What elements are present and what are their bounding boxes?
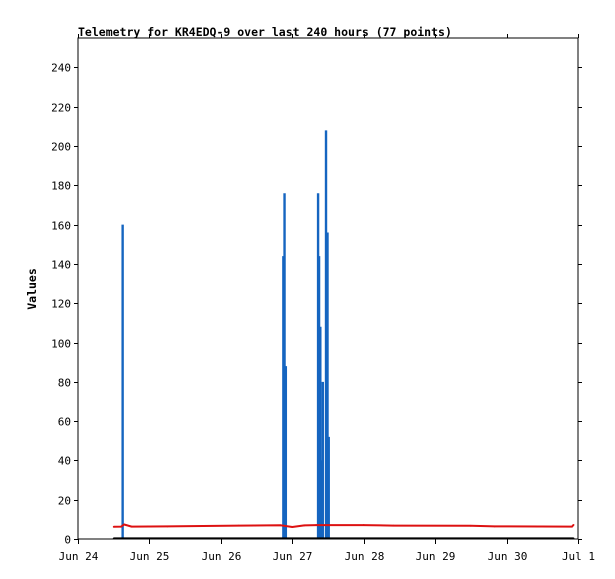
axes: 0 20 40 60 80 100 120 140 160 180 200 220 240 Jun 24 J… xyxy=(51,34,595,563)
y-tick-label: 60 xyxy=(58,416,71,429)
y-tick-label: 20 xyxy=(58,495,71,508)
series-point-1 xyxy=(166,525,169,528)
chart-title: Telemetry for KR4EDQ-9 over last 240 hou… xyxy=(78,25,452,39)
series-point-1 xyxy=(120,525,123,528)
y-tick-label: 220 xyxy=(51,102,71,115)
series-point-1 xyxy=(572,523,575,526)
x-tick-label: Jun 24 xyxy=(59,550,99,563)
x-tick-label: Jun 29 xyxy=(416,550,456,563)
x-tick-label: Jun 26 xyxy=(202,550,242,563)
series-point-1 xyxy=(112,525,115,528)
series-point-1 xyxy=(315,524,317,526)
series-point-1 xyxy=(130,525,133,528)
y-tick-label: 180 xyxy=(51,180,71,193)
x-tick-label: Jun 28 xyxy=(345,550,385,563)
series-point-1 xyxy=(469,524,472,527)
y-axis-label: Values xyxy=(25,268,39,310)
plot-marks xyxy=(112,130,575,540)
x-tick-label: Jul 1 xyxy=(562,550,595,563)
x-tick-label: Jun 30 xyxy=(488,550,528,563)
plot-frame xyxy=(77,37,579,540)
y-tick-label: 0 xyxy=(64,534,71,547)
x-tick-label: Jun 27 xyxy=(273,550,313,563)
series-point-1 xyxy=(123,523,126,526)
series-point-1 xyxy=(362,524,365,526)
series-point-1 xyxy=(571,525,573,528)
series-point-1 xyxy=(493,525,496,528)
y-tick-label: 140 xyxy=(51,259,71,272)
series-point-1 xyxy=(279,524,282,527)
series-point-1 xyxy=(303,524,306,527)
y-tick-label: 200 xyxy=(51,141,71,154)
y-tick-label: 160 xyxy=(51,220,71,233)
y-tick-label: 80 xyxy=(58,377,71,390)
y-tick-label: 120 xyxy=(51,298,71,311)
series-point-1 xyxy=(392,524,395,527)
y-tick-label: 100 xyxy=(51,338,71,351)
series-point-1 xyxy=(291,526,294,528)
series-line-1 xyxy=(113,523,575,528)
series-point-1 xyxy=(237,524,240,527)
y-tick-label: 240 xyxy=(51,62,71,75)
y-tick-label: 40 xyxy=(58,455,71,468)
x-tick-label: Jun 25 xyxy=(130,550,170,563)
